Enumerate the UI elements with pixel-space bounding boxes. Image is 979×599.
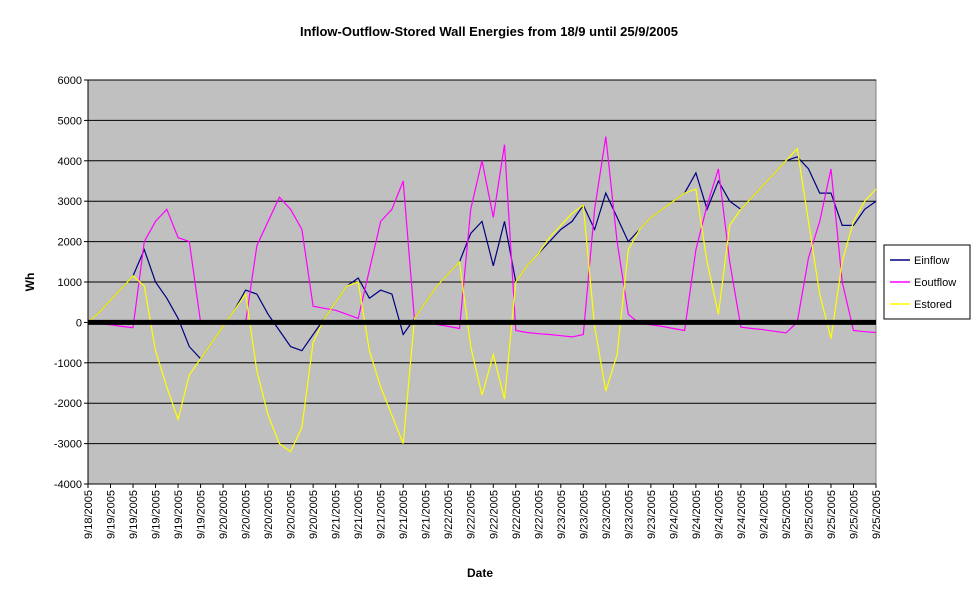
y-tick-label: 2000 <box>58 237 82 249</box>
y-tick-label: -3000 <box>54 439 82 451</box>
x-tick-label: 9/24/2005 <box>736 490 748 539</box>
x-tick-label: 9/19/2005 <box>173 490 185 539</box>
x-tick-label: 9/21/2005 <box>421 490 433 539</box>
x-tick-label: 9/19/2005 <box>151 490 163 539</box>
legend-label: Einflow <box>914 255 950 267</box>
y-tick-label: 4000 <box>58 156 82 168</box>
x-tick-label: 9/20/2005 <box>308 490 320 539</box>
x-tick-label: 9/22/2005 <box>466 490 478 539</box>
x-tick-label: 9/22/2005 <box>533 490 545 539</box>
y-tick-label: -4000 <box>54 479 82 491</box>
x-tick-label: 9/23/2005 <box>601 490 613 539</box>
y-tick-label: -1000 <box>54 358 82 370</box>
y-tick-label: 6000 <box>58 75 82 87</box>
x-tick-label: 9/25/2005 <box>871 490 883 539</box>
y-tick-label: 0 <box>76 317 82 329</box>
x-tick-label: 9/23/2005 <box>623 490 635 539</box>
x-tick-label: 9/24/2005 <box>691 490 703 539</box>
x-tick-label: 9/24/2005 <box>668 490 680 539</box>
series-line <box>87 147 877 453</box>
x-tick-label: 9/21/2005 <box>398 490 410 539</box>
y-tick-label: 5000 <box>58 115 82 127</box>
x-tick-label: 9/20/2005 <box>218 490 230 539</box>
x-tick-label: 9/22/2005 <box>488 490 500 539</box>
x-tick-label: 9/24/2005 <box>713 490 725 539</box>
x-tick-label: 9/20/2005 <box>263 490 275 539</box>
chart-title: Inflow-Outflow-Stored Wall Energies from… <box>300 24 678 39</box>
y-tick-label: 1000 <box>58 277 82 289</box>
y-tick-label: 3000 <box>58 196 82 208</box>
x-tick-label: 9/20/2005 <box>286 490 298 539</box>
x-tick-label: 9/22/2005 <box>443 490 455 539</box>
x-tick-label: 9/22/2005 <box>511 490 523 539</box>
y-tick-label: -2000 <box>54 398 82 410</box>
x-tick-label: 9/21/2005 <box>353 490 365 539</box>
x-tick-label: 9/23/2005 <box>646 490 658 539</box>
x-tick-label: 9/19/2005 <box>196 490 208 539</box>
x-tick-label: 9/23/2005 <box>578 490 590 539</box>
x-tick-label: 9/25/2005 <box>848 490 860 539</box>
x-tick-label: 9/25/2005 <box>781 490 793 539</box>
x-axis-label: Date <box>467 566 493 580</box>
x-tick-label: 9/25/2005 <box>826 490 838 539</box>
y-axis-label: Wh <box>23 273 37 292</box>
x-tick-label: 9/19/2005 <box>106 490 118 539</box>
x-tick-label: 9/18/2005 <box>83 490 95 539</box>
x-tick-label: 9/21/2005 <box>376 490 388 539</box>
x-tick-label: 9/21/2005 <box>331 490 343 539</box>
x-tick-label: 9/25/2005 <box>803 490 815 539</box>
legend-label: Estored <box>914 299 952 311</box>
x-tick-label: 9/24/2005 <box>758 490 770 539</box>
x-tick-label: 9/20/2005 <box>241 490 253 539</box>
x-tick-label: 9/23/2005 <box>556 490 568 539</box>
x-tick-label: 9/19/2005 <box>128 490 140 539</box>
legend-label: Eoutflow <box>914 277 956 289</box>
